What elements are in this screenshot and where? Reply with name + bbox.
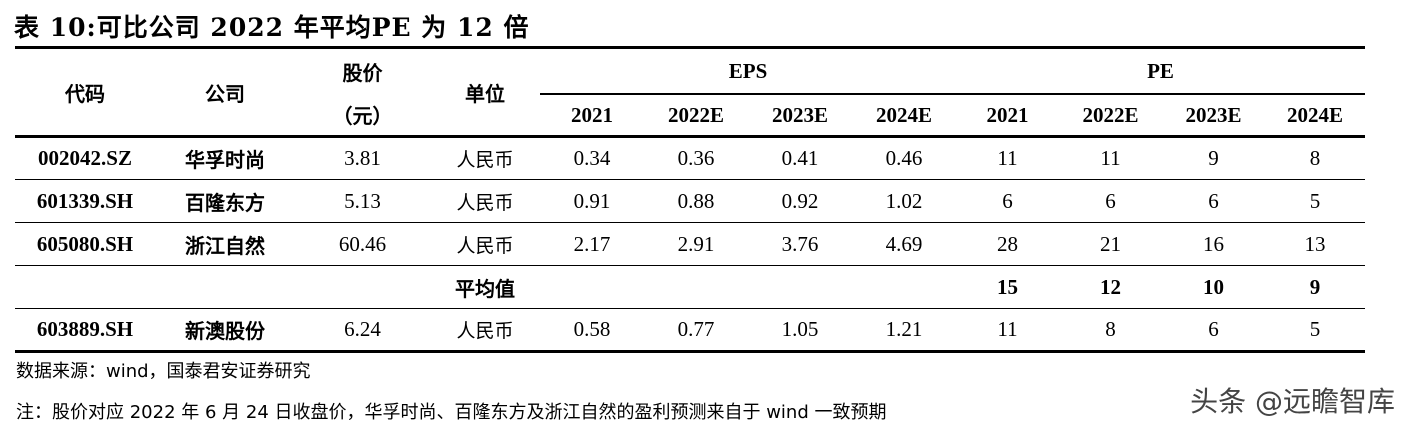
code-cell: 601339.SH [36,188,134,213]
source-note: 数据来源：wind，国泰君安证券研究 [16,361,311,382]
eps-cell: 2.17 [573,231,611,256]
empty-cell [540,266,644,309]
eps-cell: 1.21 [885,317,923,341]
header-pe-year: 2023E [1185,102,1242,127]
table-row: 603889.SH 新澳股份 6.24 人民币 0.58 0.77 1.05 1.21 11 8 6… [15,309,1365,352]
pe-cell: 6 [1208,188,1219,213]
code-cell: 603889.SH [36,317,134,341]
empty-cell [852,266,956,309]
header-pe-year: 2022E [1082,102,1139,127]
price-cell: 6.24 [344,317,381,341]
header-price-unit: （元） [332,104,393,128]
average-pe-cell: 10 [1203,274,1225,299]
average-pe-cell: 9 [1309,274,1321,299]
eps-cell: 0.91 [573,188,611,213]
pe-cell: 5 [1309,317,1321,341]
eps-cell: 4.69 [885,231,923,256]
header-eps-year: 2022E [667,102,724,127]
header-eps-year: 2021 [571,102,613,127]
pe-cell: 5 [1309,188,1321,213]
code-cell: 605080.SH [36,231,134,256]
table-row: 605080.SH 浙江自然 60.46 人民币 2.17 2.91 3.76 4.69 28 2… [15,223,1366,266]
header-price: 股价 [342,61,383,85]
eps-cell: 2.91 [677,231,715,256]
eps-cell: 3.76 [781,231,819,256]
pe-cell: 13 [1304,231,1326,256]
header-company: 公司 [205,81,245,106]
unit-cell: 人民币 [456,191,514,214]
comparable-companies-table: 代码 公司 股价 单位 EPS PE （元） 2021 2022E 2023E 202… [15,46,1366,353]
unit-cell: 人民币 [456,149,514,171]
unit-cell: 人民币 [456,320,514,342]
eps-cell: 0.34 [573,146,611,170]
header-pe: PE [956,47,1366,95]
empty-cell [644,266,748,309]
company-cell: 新澳股份 [185,319,265,343]
average-row: 平均值 15 12 10 9 [15,266,1366,309]
eps-cell: 0.46 [885,146,923,170]
pe-cell: 8 [1105,317,1116,341]
pe-cell: 28 [997,231,1019,256]
header-eps-year: 2024E [876,102,933,127]
price-cell: 60.46 [338,231,387,256]
pe-cell: 8 [1309,146,1321,170]
average-pe-cell: 15 [997,274,1019,299]
table-title: 表 10:可比公司 2022 年平均PE 为 12 倍 [14,13,530,42]
watermark: 头条 @远瞻智库 [1190,385,1395,418]
pe-cell: 6 [1002,188,1013,213]
empty-cell [295,266,430,309]
empty-cell [155,266,295,309]
eps-cell: 0.92 [781,188,819,213]
pe-cell: 21 [1100,231,1122,256]
header-unit: 单位 [465,81,505,106]
empty-cell [15,266,155,309]
table-row: 002042.SZ 华孚时尚 3.81 人民币 0.34 0.36 0.41 0.46 11 11… [15,137,1366,180]
company-cell: 百隆东方 [185,190,265,215]
price-cell: 3.81 [344,146,381,170]
company-cell: 浙江自然 [185,233,265,258]
header-eps: EPS [540,47,957,95]
code-cell: 002042.SZ [38,146,132,170]
eps-cell: 0.58 [573,317,611,341]
company-cell: 华孚时尚 [185,148,265,172]
header-code: 代码 [65,81,105,106]
eps-cell: 1.02 [885,188,923,213]
header-eps-year: 2023E [771,102,828,127]
unit-cell: 人民币 [456,234,514,257]
footnote: 注：股价对应 2022 年 6 月 24 日收盘价，华孚时尚、百隆东方及浙江自然… [16,402,887,423]
pe-cell: 16 [1203,231,1225,256]
eps-cell: 1.05 [781,317,819,341]
price-cell: 5.13 [344,188,381,213]
header-pe-year: 2024E [1287,102,1344,127]
pe-cell: 6 [1208,317,1219,341]
pe-cell: 11 [997,146,1018,170]
average-pe-cell: 12 [1100,274,1122,299]
eps-cell: 0.41 [781,146,819,170]
header-pe-year: 2021 [986,102,1029,127]
empty-cell [748,266,852,309]
average-label: 平均值 [455,276,515,301]
eps-cell: 0.77 [677,317,715,341]
eps-cell: 0.36 [677,146,715,170]
pe-cell: 11 [1100,146,1121,170]
pe-cell: 9 [1208,146,1219,170]
pe-cell: 11 [997,317,1018,341]
eps-cell: 0.88 [677,188,715,213]
pe-cell: 6 [1105,188,1116,213]
table-row: 601339.SH 百隆东方 5.13 人民币 0.91 0.88 0.92 1.02 6 6 6 5 [15,180,1366,223]
